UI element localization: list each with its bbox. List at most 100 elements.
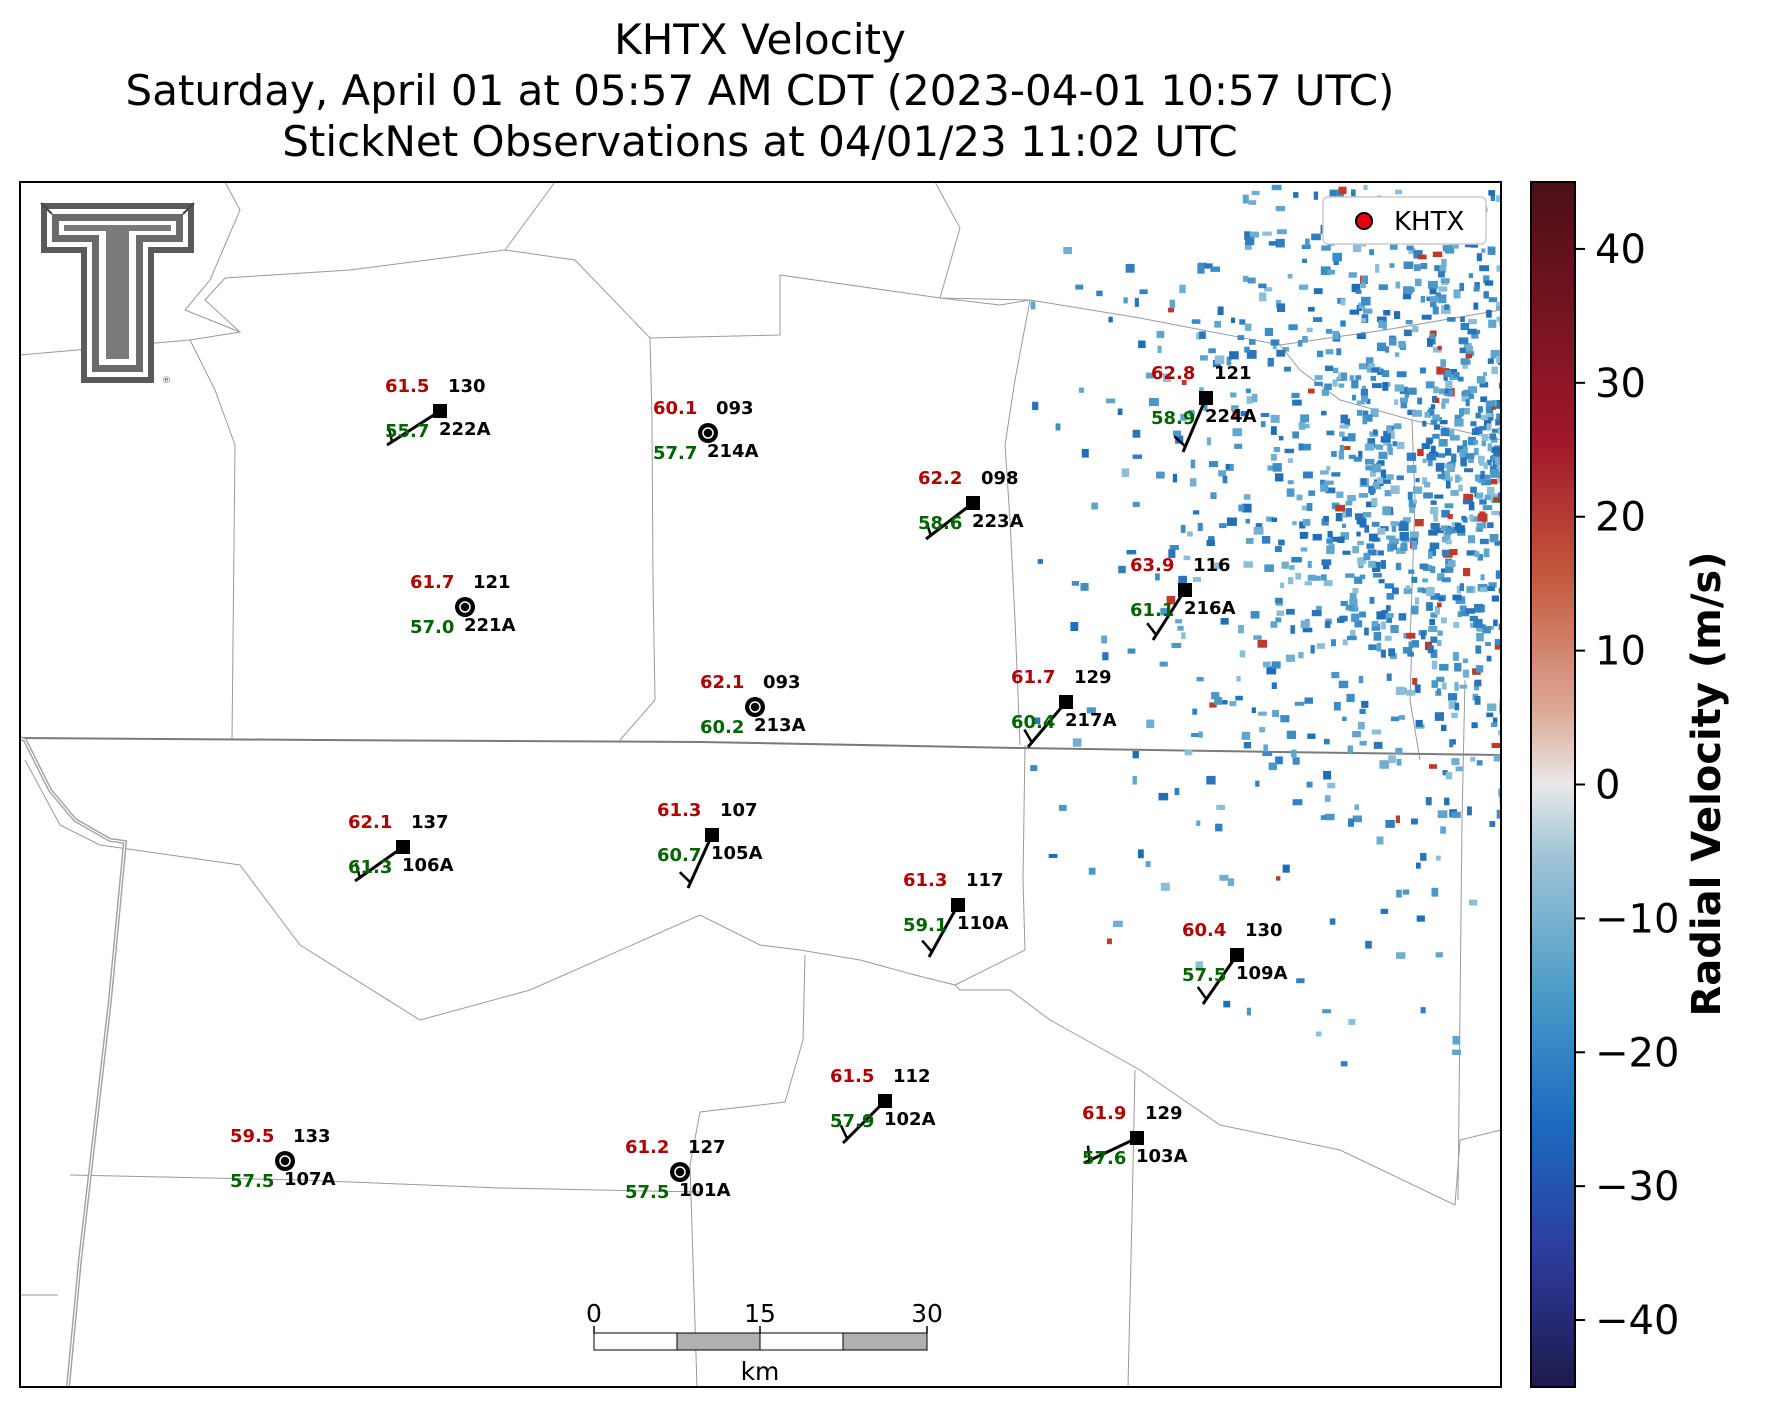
radar-pixel bbox=[1272, 463, 1282, 472]
radar-pixel bbox=[1295, 572, 1302, 580]
radar-pixel bbox=[1246, 350, 1257, 359]
radar-pixel bbox=[1441, 509, 1450, 518]
station-id: 106A bbox=[402, 855, 454, 876]
radar-pixel bbox=[1491, 510, 1501, 516]
wind-barb-flag bbox=[678, 871, 692, 884]
radar-pixel bbox=[1477, 513, 1488, 522]
radar-pixel bbox=[1476, 253, 1482, 262]
radar-pixel bbox=[1281, 561, 1289, 569]
wind-barb bbox=[686, 834, 714, 889]
radar-pixel bbox=[1444, 370, 1452, 378]
station-id: 222A bbox=[439, 419, 491, 440]
radar-pixel bbox=[1302, 336, 1308, 343]
radar-pixel bbox=[1342, 436, 1352, 442]
radar-pixel bbox=[1486, 655, 1492, 662]
radar-pixel bbox=[1471, 722, 1478, 729]
calm-wind-circle-icon bbox=[670, 1162, 690, 1182]
radar-pixel bbox=[1225, 464, 1230, 470]
radar-pixel bbox=[1238, 625, 1244, 634]
radar-pixel bbox=[1361, 296, 1371, 306]
radar-pixel bbox=[1455, 766, 1464, 772]
radar-pixel bbox=[1435, 952, 1443, 958]
radar-pixel bbox=[1173, 430, 1182, 437]
radar-pixel bbox=[1413, 250, 1423, 259]
radar-pixel bbox=[1414, 684, 1421, 693]
radar-pixel bbox=[1324, 621, 1331, 629]
radar-pixel bbox=[1394, 352, 1400, 357]
wind-barb-flag bbox=[925, 520, 932, 536]
radar-pixel bbox=[1160, 882, 1170, 891]
radar-pixel bbox=[1482, 626, 1491, 634]
radar-pixel bbox=[1444, 503, 1454, 509]
radar-pixel bbox=[1244, 323, 1252, 331]
radar-pixel bbox=[1341, 372, 1348, 381]
radar-pixel bbox=[1159, 661, 1168, 667]
radar-pixel bbox=[1486, 309, 1492, 318]
radar-pixel bbox=[1369, 468, 1377, 477]
radar-pixel bbox=[1251, 707, 1256, 714]
radar-pixel bbox=[1127, 648, 1136, 654]
radar-pixel bbox=[1249, 231, 1260, 238]
radar-pixel bbox=[1251, 190, 1260, 196]
radar-pixel bbox=[1407, 409, 1416, 416]
radar-pixel bbox=[1403, 588, 1413, 594]
station-dewpoint: 55.7 bbox=[385, 421, 429, 442]
radar-pixel bbox=[1463, 447, 1468, 454]
radar-pixel bbox=[1275, 756, 1283, 765]
radar-pixel bbox=[1476, 760, 1483, 766]
radar-pixel bbox=[1246, 538, 1254, 544]
radar-pixel bbox=[1462, 361, 1468, 369]
radar-pixel bbox=[1091, 502, 1098, 510]
station-square-marker bbox=[1230, 948, 1244, 962]
radar-pixel bbox=[1308, 490, 1316, 496]
radar-pixel bbox=[1292, 399, 1302, 406]
radar-pixel bbox=[1296, 494, 1303, 501]
radar-pixel bbox=[1487, 586, 1495, 592]
radar-pixel bbox=[1428, 626, 1438, 633]
radar-pixel bbox=[1436, 688, 1441, 696]
radar-pixel bbox=[1244, 231, 1251, 240]
radar-pixel bbox=[1427, 440, 1433, 445]
radar-pixel bbox=[1365, 465, 1376, 471]
radar-pixel bbox=[1428, 551, 1433, 559]
radar-pixel bbox=[1496, 316, 1501, 322]
radar-pixel bbox=[1196, 332, 1201, 340]
radar-pixel bbox=[1383, 430, 1391, 440]
radar-pixel bbox=[1324, 813, 1335, 821]
radar-pixel bbox=[1321, 245, 1331, 251]
radar-pixel bbox=[1396, 475, 1404, 481]
radar-pixel bbox=[1284, 448, 1294, 454]
radar-pixel bbox=[1346, 693, 1355, 703]
wind-barb bbox=[927, 904, 960, 958]
radar-pixel bbox=[1366, 543, 1375, 549]
radar-pixel bbox=[1419, 367, 1426, 374]
station-wind-direction: 098 bbox=[981, 468, 1019, 489]
radar-pixel bbox=[1421, 314, 1432, 320]
radar-pixel bbox=[1231, 317, 1236, 323]
radar-pixel bbox=[1276, 610, 1285, 616]
radar-pixel bbox=[1338, 680, 1349, 689]
radar-pixel bbox=[1454, 682, 1459, 691]
radar-pixel bbox=[1434, 528, 1444, 534]
radar-pixel bbox=[1316, 350, 1324, 358]
radar-pixel bbox=[1326, 538, 1333, 544]
colorbar-tick-label: −40 bbox=[1595, 1298, 1679, 1344]
radar-pixel bbox=[1470, 486, 1477, 493]
radar-pixel bbox=[1058, 804, 1067, 811]
radar-pixel bbox=[1491, 366, 1498, 375]
radar-pixel bbox=[1382, 506, 1392, 516]
radar-pixel bbox=[1263, 744, 1268, 752]
radar-pixel bbox=[1459, 449, 1466, 457]
radar-pixel bbox=[1390, 543, 1398, 550]
radar-pixel bbox=[1474, 696, 1481, 705]
radar-pixel bbox=[1191, 733, 1201, 737]
radar-pixel bbox=[1268, 241, 1278, 246]
radar-pixel bbox=[1245, 388, 1251, 394]
radar-pixel bbox=[1366, 398, 1371, 404]
radar-pixel bbox=[1216, 804, 1225, 810]
radar-pixel bbox=[1181, 380, 1187, 385]
radar-pixel bbox=[1278, 539, 1285, 546]
radar-pixel bbox=[1292, 799, 1303, 806]
radar-pixel bbox=[1270, 426, 1277, 435]
radar-pixel bbox=[1375, 263, 1380, 273]
